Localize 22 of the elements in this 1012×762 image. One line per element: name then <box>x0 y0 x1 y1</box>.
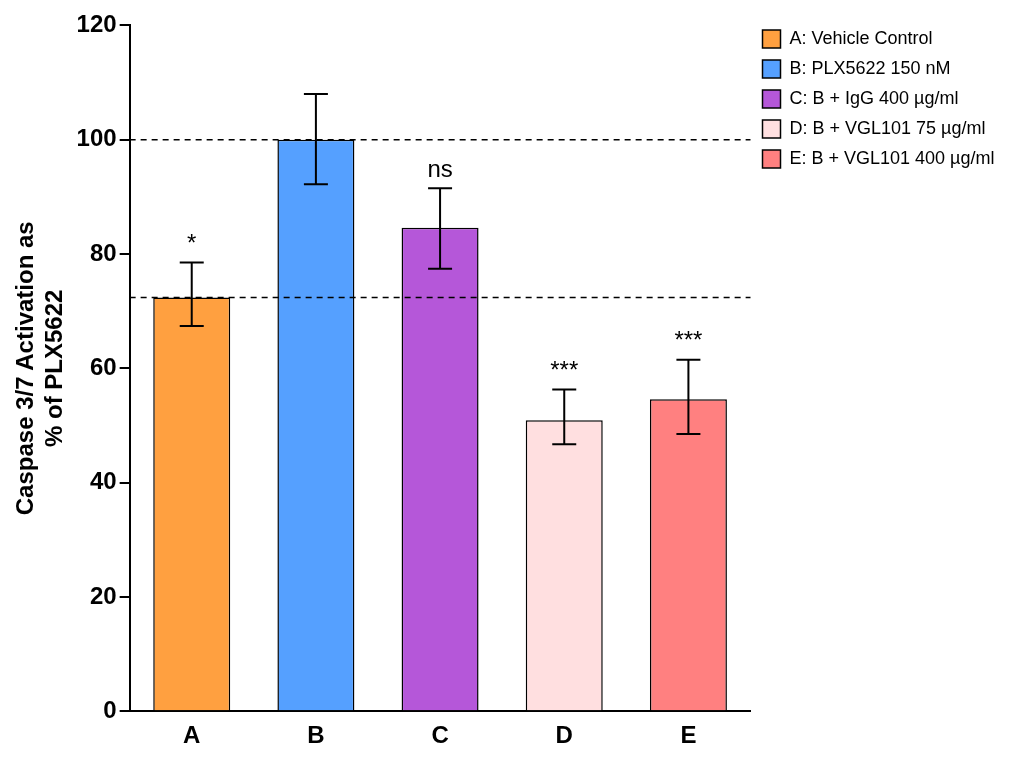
legend-label: B: PLX5622 150 nM <box>789 57 951 78</box>
y-tick-label: 40 <box>89 467 117 495</box>
legend-label: C: B + IgG 400 µg/ml <box>789 87 959 108</box>
x-tick-label: E <box>680 721 697 749</box>
y-tick-label: 60 <box>89 352 117 380</box>
y-axis-title: Caspase 3/7 Activation as % of PLX5622 <box>11 221 67 516</box>
y-tick-label: 20 <box>89 581 117 609</box>
annotation: *** <box>550 356 579 384</box>
x-tick-label: C <box>431 721 449 749</box>
annotation: * <box>187 229 197 257</box>
x-tick-label: D <box>555 721 573 749</box>
annotation: ns <box>427 154 453 182</box>
legend-label: E: B + VGL101 400 µg/ml <box>789 147 995 168</box>
y-tick-label: 120 <box>76 10 117 38</box>
y-tick-label: 0 <box>103 695 117 723</box>
annotation: *** <box>674 326 703 354</box>
legend-label: A: Vehicle Control <box>789 27 933 48</box>
x-tick-label: A <box>183 721 201 749</box>
x-tick-label: B <box>307 721 325 749</box>
y-tick-label: 80 <box>89 238 117 266</box>
y-tick-label: 100 <box>76 124 117 152</box>
legend-label: D: B + VGL101 75 µg/ml <box>789 117 986 138</box>
